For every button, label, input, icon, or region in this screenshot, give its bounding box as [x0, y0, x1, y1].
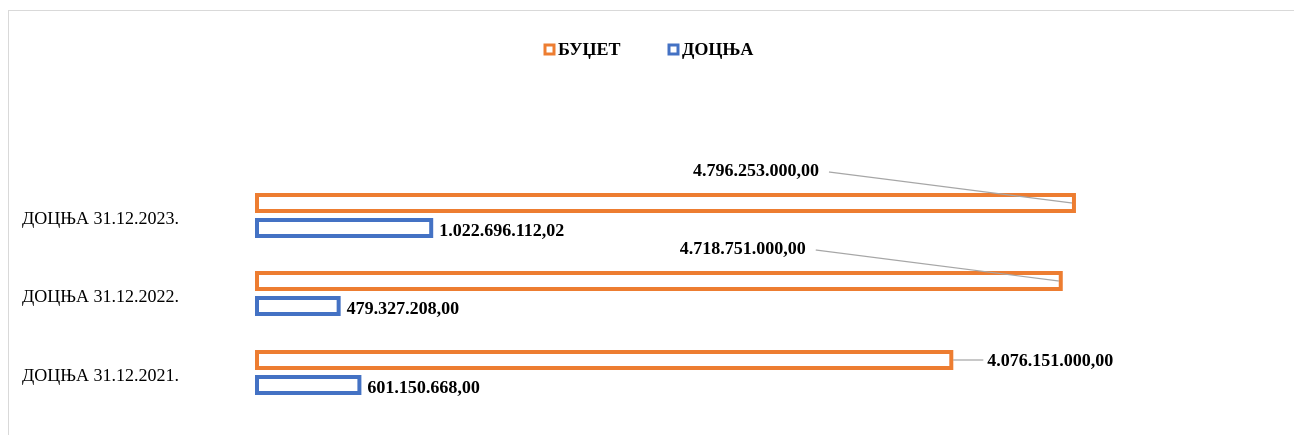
leader-line	[828, 171, 1073, 204]
legend-swatch	[543, 43, 556, 56]
bar	[255, 350, 954, 370]
chart-frame	[8, 10, 1294, 435]
leader-line	[815, 249, 1059, 282]
value-label: 601.150.668,00	[367, 377, 480, 397]
bar	[255, 375, 362, 395]
legend-label: БУЏЕТ	[558, 39, 621, 59]
bar	[255, 271, 1063, 291]
legend-label: ДОЦЊА	[682, 39, 753, 59]
value-label: 479.327.208,00	[347, 298, 460, 318]
value-label: 4.076.151.000,00	[987, 350, 1113, 370]
value-label: 1.022.696.112,02	[439, 220, 564, 240]
category-label: ДОЦЊА 31.12.2023.	[22, 208, 179, 228]
bar	[255, 193, 1076, 213]
bar	[255, 296, 341, 316]
value-label: 4.796.253.000,00	[693, 160, 819, 180]
category-label: ДОЦЊА 31.12.2022.	[22, 286, 179, 306]
legend-swatch	[667, 43, 680, 56]
bar	[255, 218, 434, 238]
category-label: ДОЦЊА 31.12.2021.	[22, 365, 179, 385]
value-label: 4.718.751.000,00	[680, 238, 806, 258]
